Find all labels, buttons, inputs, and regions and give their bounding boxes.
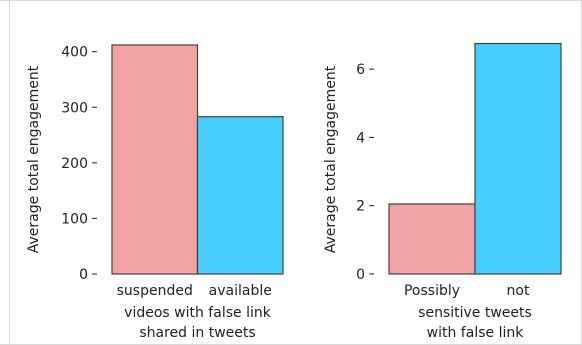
x-axis-label: videos with false link (124, 305, 272, 321)
y-tick-label: 100 (61, 211, 88, 227)
bar-2-not (474, 42, 562, 275)
x-axis-label: with false link (427, 325, 525, 341)
x-tick-label: available (209, 283, 272, 299)
y-tick-label: 0 (79, 267, 88, 283)
x-axis-label: shared in tweets (139, 325, 255, 341)
y-tick-label: 4 (356, 130, 365, 146)
y-tick-label: 0 (356, 267, 365, 283)
figure-left-rule (9, 0, 10, 345)
bar-2-possibly (388, 203, 476, 275)
y-tick-label: 200 (61, 156, 88, 172)
x-tick-label: Possibly (404, 283, 460, 299)
y-axis-label: Average total engagement (323, 65, 339, 253)
x-axis-label: sensitive tweets (418, 305, 532, 321)
x-tick-label: not (507, 283, 530, 299)
bar-1-available (196, 116, 284, 275)
y-tick-label: 2 (356, 199, 365, 215)
bar-1-suspended (111, 44, 199, 275)
x-tick-label: suspended (117, 283, 193, 299)
y-tick-label: 400 (61, 45, 88, 61)
y-axis-label: Average total engagement (26, 65, 42, 253)
y-tick-label: 6 (356, 62, 365, 78)
y-tick-label: 300 (61, 100, 88, 116)
